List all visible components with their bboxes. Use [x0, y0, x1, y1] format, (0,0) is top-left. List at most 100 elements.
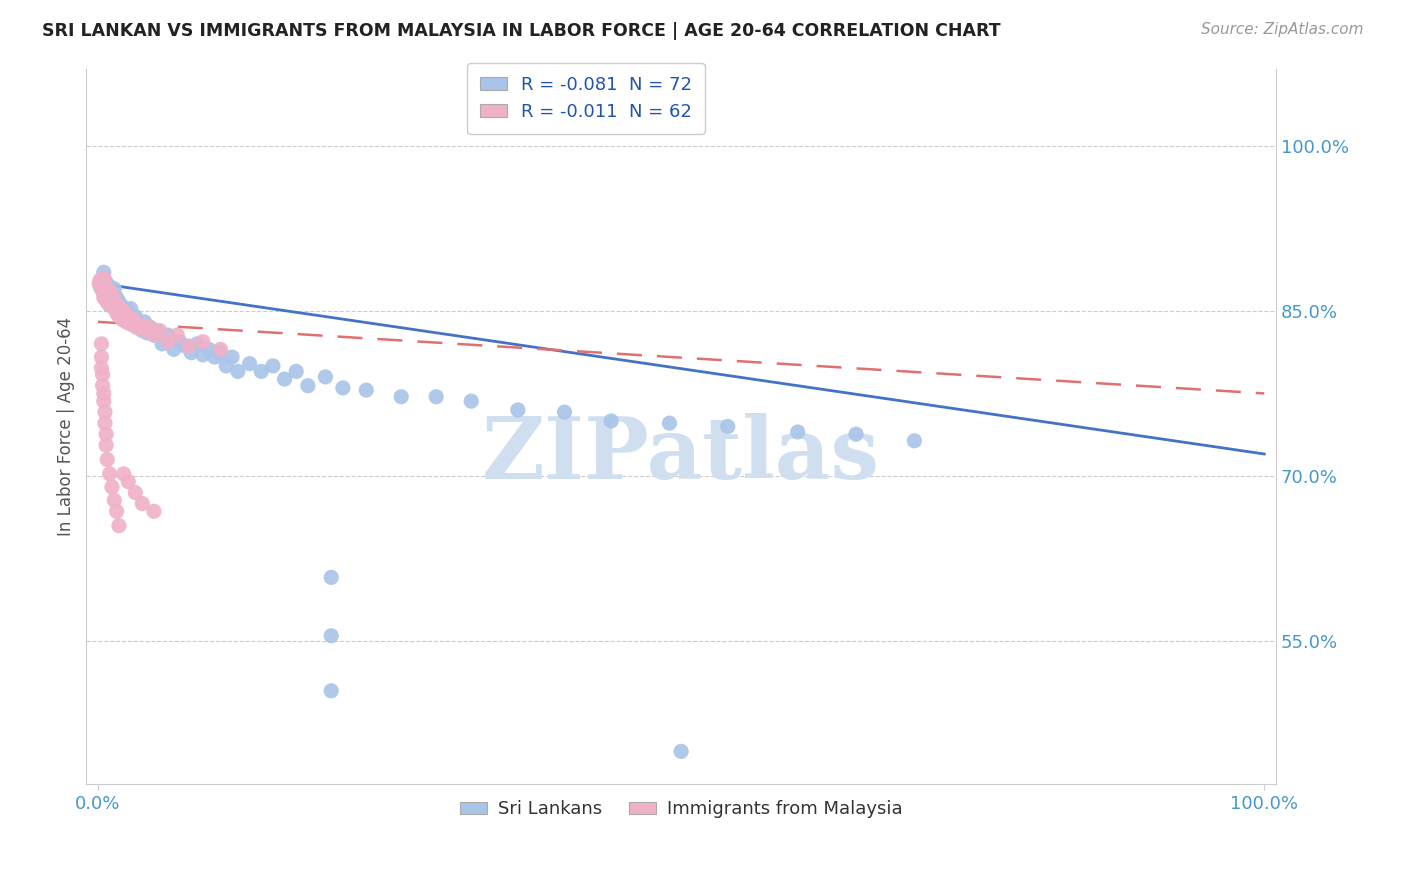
Point [321, 683, 343, 698]
Point [110, 306, 132, 320]
Text: Source: ZipAtlas.com: Source: ZipAtlas.com [1201, 22, 1364, 37]
Point [145, 324, 167, 338]
Point [105, 306, 128, 320]
Point [117, 475, 139, 489]
Point [138, 320, 160, 334]
Point [96, 295, 118, 310]
Point [100, 287, 122, 301]
Point [125, 320, 148, 334]
Point [209, 345, 232, 359]
Point [122, 317, 145, 331]
Point [101, 295, 124, 310]
Point [354, 383, 377, 397]
Point [460, 394, 482, 409]
Point [104, 295, 127, 310]
Point [91, 284, 114, 298]
Point [149, 324, 172, 338]
Point [131, 497, 153, 511]
Point [101, 291, 124, 305]
Point [845, 427, 868, 442]
Point [94, 416, 117, 430]
Point [94, 275, 117, 289]
Point [90, 361, 112, 376]
Point [103, 493, 125, 508]
Point [107, 303, 129, 318]
Text: SRI LANKAN VS IMMIGRANTS FROM MALAYSIA IN LABOR FORCE | AGE 20-64 CORRELATION CH: SRI LANKAN VS IMMIGRANTS FROM MALAYSIA I… [42, 22, 1001, 40]
Point [321, 570, 343, 584]
Point [273, 372, 295, 386]
Point [163, 343, 186, 357]
Point [97, 291, 120, 305]
Point [112, 310, 135, 324]
Point [96, 452, 118, 467]
Point [112, 303, 135, 318]
Point [101, 480, 124, 494]
Point [285, 364, 308, 378]
Point [101, 291, 124, 305]
Point [786, 425, 808, 439]
Point [94, 289, 117, 303]
Point [600, 414, 623, 428]
Point [94, 287, 117, 301]
Point [105, 504, 128, 518]
Point [107, 298, 129, 312]
Point [108, 310, 131, 324]
Point [191, 348, 214, 362]
Point [120, 317, 142, 331]
Point [98, 298, 121, 312]
Point [134, 315, 156, 329]
Point [142, 328, 165, 343]
Point [215, 359, 238, 373]
Point [90, 279, 112, 293]
Point [94, 277, 117, 291]
Point [93, 265, 115, 279]
Point [89, 273, 111, 287]
Point [506, 403, 529, 417]
Point [94, 405, 117, 419]
Point [124, 485, 146, 500]
Point [105, 291, 128, 305]
Point [425, 390, 447, 404]
Point [112, 467, 135, 481]
Point [180, 345, 202, 359]
Point [108, 301, 131, 316]
Point [111, 312, 134, 326]
Point [89, 279, 111, 293]
Point [120, 301, 142, 316]
Point [129, 317, 152, 331]
Point [118, 315, 141, 329]
Point [94, 427, 117, 442]
Point [134, 324, 156, 338]
Point [669, 744, 692, 758]
Point [108, 306, 131, 320]
Point [658, 416, 681, 430]
Point [221, 350, 243, 364]
Point [98, 295, 121, 310]
Point [191, 334, 214, 349]
Point [156, 328, 179, 343]
Point [553, 405, 575, 419]
Point [90, 350, 112, 364]
Point [239, 357, 262, 371]
Point [117, 310, 139, 324]
Point [115, 315, 138, 329]
Legend: Sri Lankans, Immigrants from Malaysia: Sri Lankans, Immigrants from Malaysia [453, 793, 910, 825]
Point [297, 378, 319, 392]
Point [93, 291, 115, 305]
Point [93, 284, 115, 298]
Point [903, 434, 925, 448]
Point [332, 381, 354, 395]
Point [91, 368, 114, 382]
Point [96, 295, 118, 310]
Point [262, 359, 284, 373]
Point [156, 334, 179, 349]
Point [209, 343, 232, 357]
Point [114, 301, 136, 316]
Point [166, 328, 188, 343]
Point [90, 337, 112, 351]
Point [186, 337, 208, 351]
Point [101, 298, 124, 312]
Y-axis label: In Labor Force | Age 20-64: In Labor Force | Age 20-64 [58, 317, 75, 536]
Point [103, 301, 125, 316]
Point [204, 350, 226, 364]
